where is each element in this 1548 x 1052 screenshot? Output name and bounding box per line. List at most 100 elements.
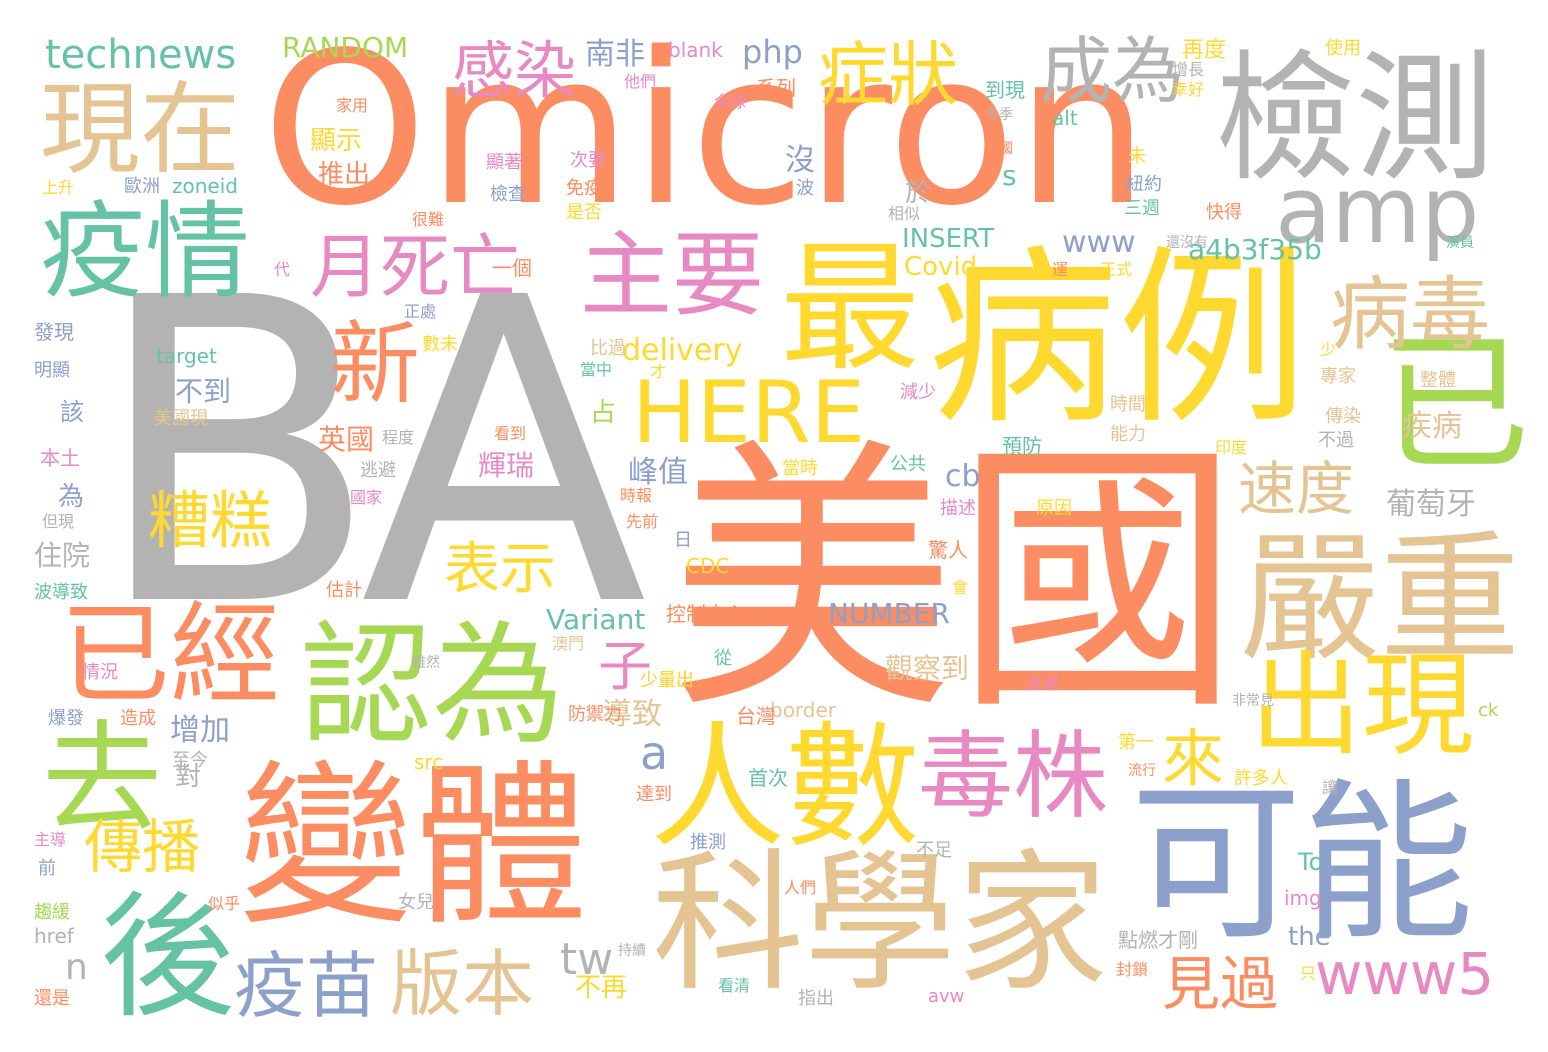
word: 台灣: [736, 704, 776, 728]
word: 似乎: [208, 894, 241, 913]
word: www5: [1315, 940, 1495, 1008]
word: 當時: [782, 458, 818, 479]
word: 預防: [1002, 434, 1042, 458]
word: 上升: [42, 178, 75, 197]
word: 病毒: [1330, 268, 1490, 361]
word: 糟糕: [148, 484, 273, 557]
word: 少量出: [640, 670, 694, 691]
word: 增加: [170, 713, 230, 748]
word: 不過: [1318, 430, 1354, 451]
word: border: [770, 698, 837, 722]
word: 再度: [1182, 38, 1227, 63]
word: NUMBER: [828, 597, 950, 630]
word: 相似: [888, 204, 921, 223]
word: 才: [650, 362, 667, 381]
word: 數未: [422, 334, 458, 355]
word: 不再: [575, 973, 628, 1003]
word: 專家: [1320, 366, 1356, 387]
word: RANDOM: [282, 31, 409, 64]
word: 封鎖: [1116, 960, 1149, 979]
word: 他們: [624, 72, 657, 91]
word: 去: [42, 710, 162, 849]
word: HERE: [632, 363, 866, 463]
word: 未: [1128, 146, 1146, 167]
word: s: [1002, 159, 1017, 192]
word: 為: [58, 482, 85, 512]
word: 許多人: [1234, 768, 1288, 789]
word: 波: [796, 178, 814, 199]
word: 不足: [916, 840, 952, 861]
word: 演員: [1446, 235, 1474, 251]
word: 占: [590, 398, 617, 428]
word: 運: [1052, 260, 1069, 279]
word: 人們: [784, 878, 817, 897]
word: delivery: [622, 333, 743, 368]
word: 明顯: [34, 360, 70, 381]
word: CDC: [686, 554, 730, 578]
word: 推出: [318, 160, 371, 190]
word: a4b3f35b: [1188, 233, 1322, 266]
word: 代: [274, 260, 291, 279]
word: 變體: [238, 746, 588, 949]
word: 主要: [580, 222, 765, 329]
word: 全球: [714, 92, 747, 111]
word: 日: [674, 530, 692, 551]
word: 第一: [1118, 732, 1154, 753]
word: 疫苗: [234, 944, 379, 1028]
word: 指出: [798, 988, 834, 1009]
word: 國家: [350, 488, 383, 507]
word: 現在: [40, 71, 240, 188]
word: 三週: [1124, 198, 1160, 219]
word: 但現: [42, 512, 75, 531]
word: 已經: [60, 591, 280, 719]
word: 顯著: [486, 152, 522, 173]
word: 不到: [175, 375, 232, 408]
word: 快得: [1206, 202, 1242, 223]
word: 是否: [566, 202, 602, 223]
word: Variant: [546, 603, 646, 636]
word: 公共: [890, 454, 926, 475]
word: 女兒: [398, 892, 434, 913]
word: a: [640, 726, 669, 780]
word: 版本: [390, 942, 535, 1026]
word: 峰值: [628, 455, 688, 490]
word: 歐洲: [124, 176, 160, 197]
word: 感染: [452, 34, 577, 107]
word: 檢查: [490, 184, 526, 205]
word: 程度: [382, 428, 415, 447]
word: 流行: [1128, 763, 1156, 779]
word: 成為: [1040, 29, 1185, 113]
word: the: [1288, 922, 1331, 952]
word: 科學家: [652, 835, 1108, 1012]
word: 造成: [120, 708, 156, 729]
word: 看到: [494, 424, 527, 443]
word: 時報: [620, 486, 653, 505]
word: target: [156, 344, 217, 368]
word: 估計: [326, 580, 362, 601]
word: 點燃才剛: [1118, 928, 1198, 952]
word: To: [1298, 848, 1324, 876]
word: amp: [1275, 157, 1480, 264]
word: 子: [598, 635, 652, 698]
word: alt: [1052, 106, 1078, 130]
word: BA: [92, 210, 647, 699]
word: 出現: [1250, 641, 1474, 771]
word: n: [65, 947, 88, 988]
word: href: [34, 924, 74, 948]
word: 發現: [34, 320, 74, 344]
word: 葡萄牙: [1386, 487, 1476, 522]
word: 主導: [34, 830, 67, 849]
word: 驚人: [928, 538, 968, 562]
word: 導致: [602, 697, 662, 732]
word: 英國: [318, 423, 375, 456]
word: 趨緩: [34, 902, 70, 923]
word: 逃避: [360, 460, 396, 481]
word: 病例: [928, 229, 1309, 450]
word: 美國: [670, 416, 1240, 748]
word: cb: [945, 459, 981, 494]
word: 表示: [444, 537, 556, 602]
word: 會: [952, 578, 969, 597]
word: blank: [668, 38, 723, 62]
word: 控制中心: [666, 602, 746, 626]
word: 增長: [1172, 60, 1205, 79]
